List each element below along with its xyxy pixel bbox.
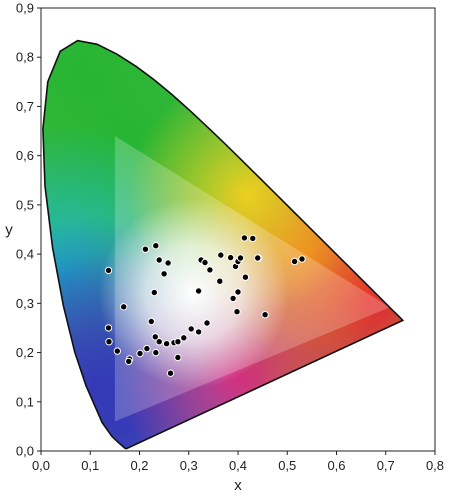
data-point <box>160 270 168 278</box>
data-point <box>162 340 171 348</box>
y-tick-label: 0,9 <box>16 1 34 16</box>
x-tick-label: 0,7 <box>377 458 395 473</box>
x-axis-title: x <box>234 477 242 494</box>
data-point <box>113 347 122 355</box>
y-tick-label: 0,4 <box>16 247 34 262</box>
data-point <box>236 254 245 262</box>
y-axis: 0,0 0,1 0,2 0,3 0,4 0,5 0,6 0,7 0,8 0,9 <box>16 1 41 459</box>
data-point <box>298 255 306 263</box>
x-tick-label: 0,4 <box>229 458 247 473</box>
data-point <box>174 338 182 346</box>
x-tick-label: 0,5 <box>278 458 296 473</box>
y-tick-label: 0,8 <box>16 50 34 65</box>
x-tick-label: 0,8 <box>426 458 444 473</box>
y-tick-label: 0,5 <box>16 197 34 212</box>
x-axis: 0,0 0,1 0,2 0,3 0,4 0,5 0,6 0,7 0,8 <box>32 451 444 473</box>
data-point <box>164 259 172 267</box>
data-point <box>240 234 249 242</box>
data-point <box>104 324 113 332</box>
data-point <box>249 234 257 243</box>
data-point <box>229 294 237 303</box>
data-point <box>233 308 241 316</box>
data-point <box>151 333 160 341</box>
y-tick-label: 0,0 <box>16 444 34 459</box>
data-point <box>234 288 242 296</box>
y-axis-title: y <box>5 222 13 239</box>
data-point <box>152 348 160 357</box>
data-point <box>125 357 133 366</box>
y-tick-label: 0,1 <box>16 394 34 409</box>
data-point <box>166 369 175 377</box>
x-tick-label: 0,0 <box>32 458 50 473</box>
data-point <box>155 338 163 346</box>
data-point <box>216 277 224 285</box>
data-points <box>104 234 306 377</box>
data-point <box>187 325 195 333</box>
data-point <box>152 242 160 250</box>
data-point <box>206 266 214 274</box>
data-point <box>120 303 128 311</box>
y-tick-label: 0,6 <box>16 148 34 163</box>
data-point <box>147 317 156 326</box>
data-point <box>136 349 144 358</box>
data-point <box>241 273 250 281</box>
data-point <box>201 258 209 267</box>
y-tick-label: 0,2 <box>16 345 34 360</box>
data-point <box>141 245 150 253</box>
x-tick-label: 0,2 <box>130 458 148 473</box>
data-point <box>180 334 188 342</box>
spectral-locus <box>42 39 405 450</box>
data-point <box>194 287 203 295</box>
data-point <box>155 256 163 264</box>
data-point <box>150 288 159 297</box>
x-tick-label: 0,3 <box>180 458 198 473</box>
y-tick-label: 0,3 <box>16 296 34 311</box>
data-point <box>217 251 225 259</box>
y-tick-label: 0,7 <box>16 99 34 114</box>
data-point <box>143 344 151 353</box>
data-point <box>203 319 211 327</box>
data-point <box>226 253 235 262</box>
data-point <box>290 257 299 266</box>
data-point <box>194 328 203 336</box>
data-point <box>104 266 113 275</box>
data-point <box>261 311 269 319</box>
data-point <box>254 254 262 262</box>
gamut-triangle <box>114 136 390 422</box>
x-tick-label: 0,1 <box>81 458 99 473</box>
x-tick-label: 0,6 <box>327 458 345 473</box>
data-point <box>105 338 113 346</box>
data-point <box>174 353 182 362</box>
